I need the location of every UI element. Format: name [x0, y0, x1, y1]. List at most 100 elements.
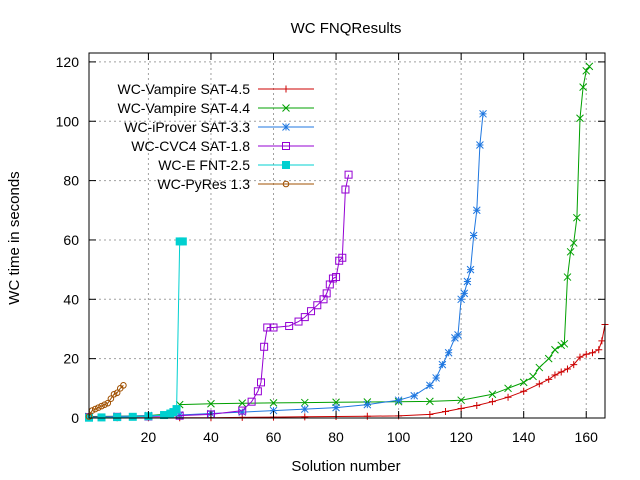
y-tick-label: 100	[56, 113, 80, 129]
data-point	[579, 83, 587, 91]
data-point	[175, 411, 184, 419]
series-line	[89, 324, 606, 419]
data-point	[426, 381, 434, 390]
legend-label: WC-Vampire SAT-4.5	[117, 81, 250, 97]
data-point	[582, 350, 590, 358]
data-point	[460, 289, 469, 298]
data-point	[566, 247, 575, 256]
data-point	[257, 378, 265, 387]
data-point	[426, 397, 434, 406]
data-point	[551, 371, 559, 379]
data-point	[504, 393, 512, 401]
x-axis-label: Solution number	[291, 458, 400, 475]
series-4	[85, 237, 187, 422]
data-point	[300, 398, 309, 407]
legend-label: WC-CVC4 SAT-1.8	[131, 138, 250, 154]
data-point	[363, 400, 372, 409]
x-tick-label: 160	[575, 429, 599, 445]
x-tick-label: 20	[141, 429, 157, 445]
legend-marker	[282, 180, 290, 188]
data-point	[488, 398, 496, 406]
data-point	[260, 342, 269, 351]
data-point	[472, 206, 481, 215]
data-point	[476, 141, 484, 149]
data-point	[341, 185, 350, 194]
data-point	[104, 399, 112, 407]
legend-marker	[282, 161, 290, 169]
grid-lines	[89, 53, 605, 419]
data-point	[301, 413, 309, 421]
data-point	[442, 407, 450, 415]
data-point	[576, 353, 584, 361]
data-point	[595, 346, 603, 354]
data-point	[363, 412, 371, 420]
data-point	[569, 239, 578, 247]
data-point	[598, 337, 606, 345]
data-point	[488, 390, 497, 399]
data-point	[563, 365, 571, 373]
data-point	[113, 389, 121, 397]
data-point	[332, 273, 341, 282]
series-line	[88, 174, 350, 418]
data-point	[457, 396, 465, 405]
x-tick-label: 40	[203, 429, 219, 445]
legend-marker	[282, 142, 290, 150]
data-point	[101, 401, 108, 408]
data-point	[253, 387, 262, 396]
data-point	[269, 323, 278, 332]
legend-label: WC-iProver SAT-3.3	[124, 119, 250, 135]
data-point	[504, 384, 512, 393]
series-2	[85, 109, 487, 421]
data-point	[466, 265, 475, 274]
data-point	[300, 405, 309, 413]
x-tick-label: 120	[449, 429, 473, 445]
data-point	[551, 345, 559, 354]
data-point	[457, 405, 465, 413]
legend-marker	[282, 104, 290, 112]
axis-ticks: 0 20 40 60 80 100 120 20 40 60 80 100 120 140 160	[56, 53, 605, 445]
x-tick-label: 100	[387, 429, 411, 445]
data-point	[410, 391, 419, 400]
data-point	[560, 339, 569, 348]
data-point	[285, 322, 294, 331]
y-tick-label: 0	[71, 410, 79, 426]
data-point	[457, 295, 465, 304]
series-3	[85, 170, 353, 422]
data-point	[454, 331, 462, 339]
series-1	[85, 62, 594, 421]
data-point	[585, 62, 594, 71]
data-point	[128, 412, 137, 421]
data-point	[519, 378, 528, 387]
data-point	[338, 253, 347, 262]
data-point	[544, 354, 553, 363]
data-point	[238, 408, 247, 416]
data-point	[269, 406, 278, 415]
data-point	[294, 317, 303, 326]
data-point	[529, 372, 537, 381]
data-point	[469, 231, 478, 240]
series-5	[85, 382, 127, 420]
y-tick-label: 80	[63, 173, 79, 189]
data-point	[394, 396, 403, 405]
data-point	[582, 66, 591, 75]
data-point	[97, 413, 106, 422]
data-point	[576, 114, 584, 123]
data-point	[263, 323, 272, 332]
data-point	[313, 301, 322, 310]
data-point	[95, 404, 102, 411]
data-point	[573, 213, 581, 222]
series-layer	[85, 62, 609, 422]
data-point	[563, 273, 572, 281]
x-tick-label: 80	[328, 429, 344, 445]
legend-marker	[282, 123, 290, 131]
legend-label: WC-Vampire SAT-4.4	[117, 100, 250, 116]
data-point	[570, 361, 578, 369]
data-point	[438, 360, 447, 369]
data-point	[479, 109, 487, 118]
data-point	[247, 397, 256, 406]
data-point	[238, 399, 247, 408]
series-line	[88, 240, 183, 419]
data-point	[545, 375, 553, 383]
y-axis-label: WC time in seconds	[6, 171, 23, 304]
